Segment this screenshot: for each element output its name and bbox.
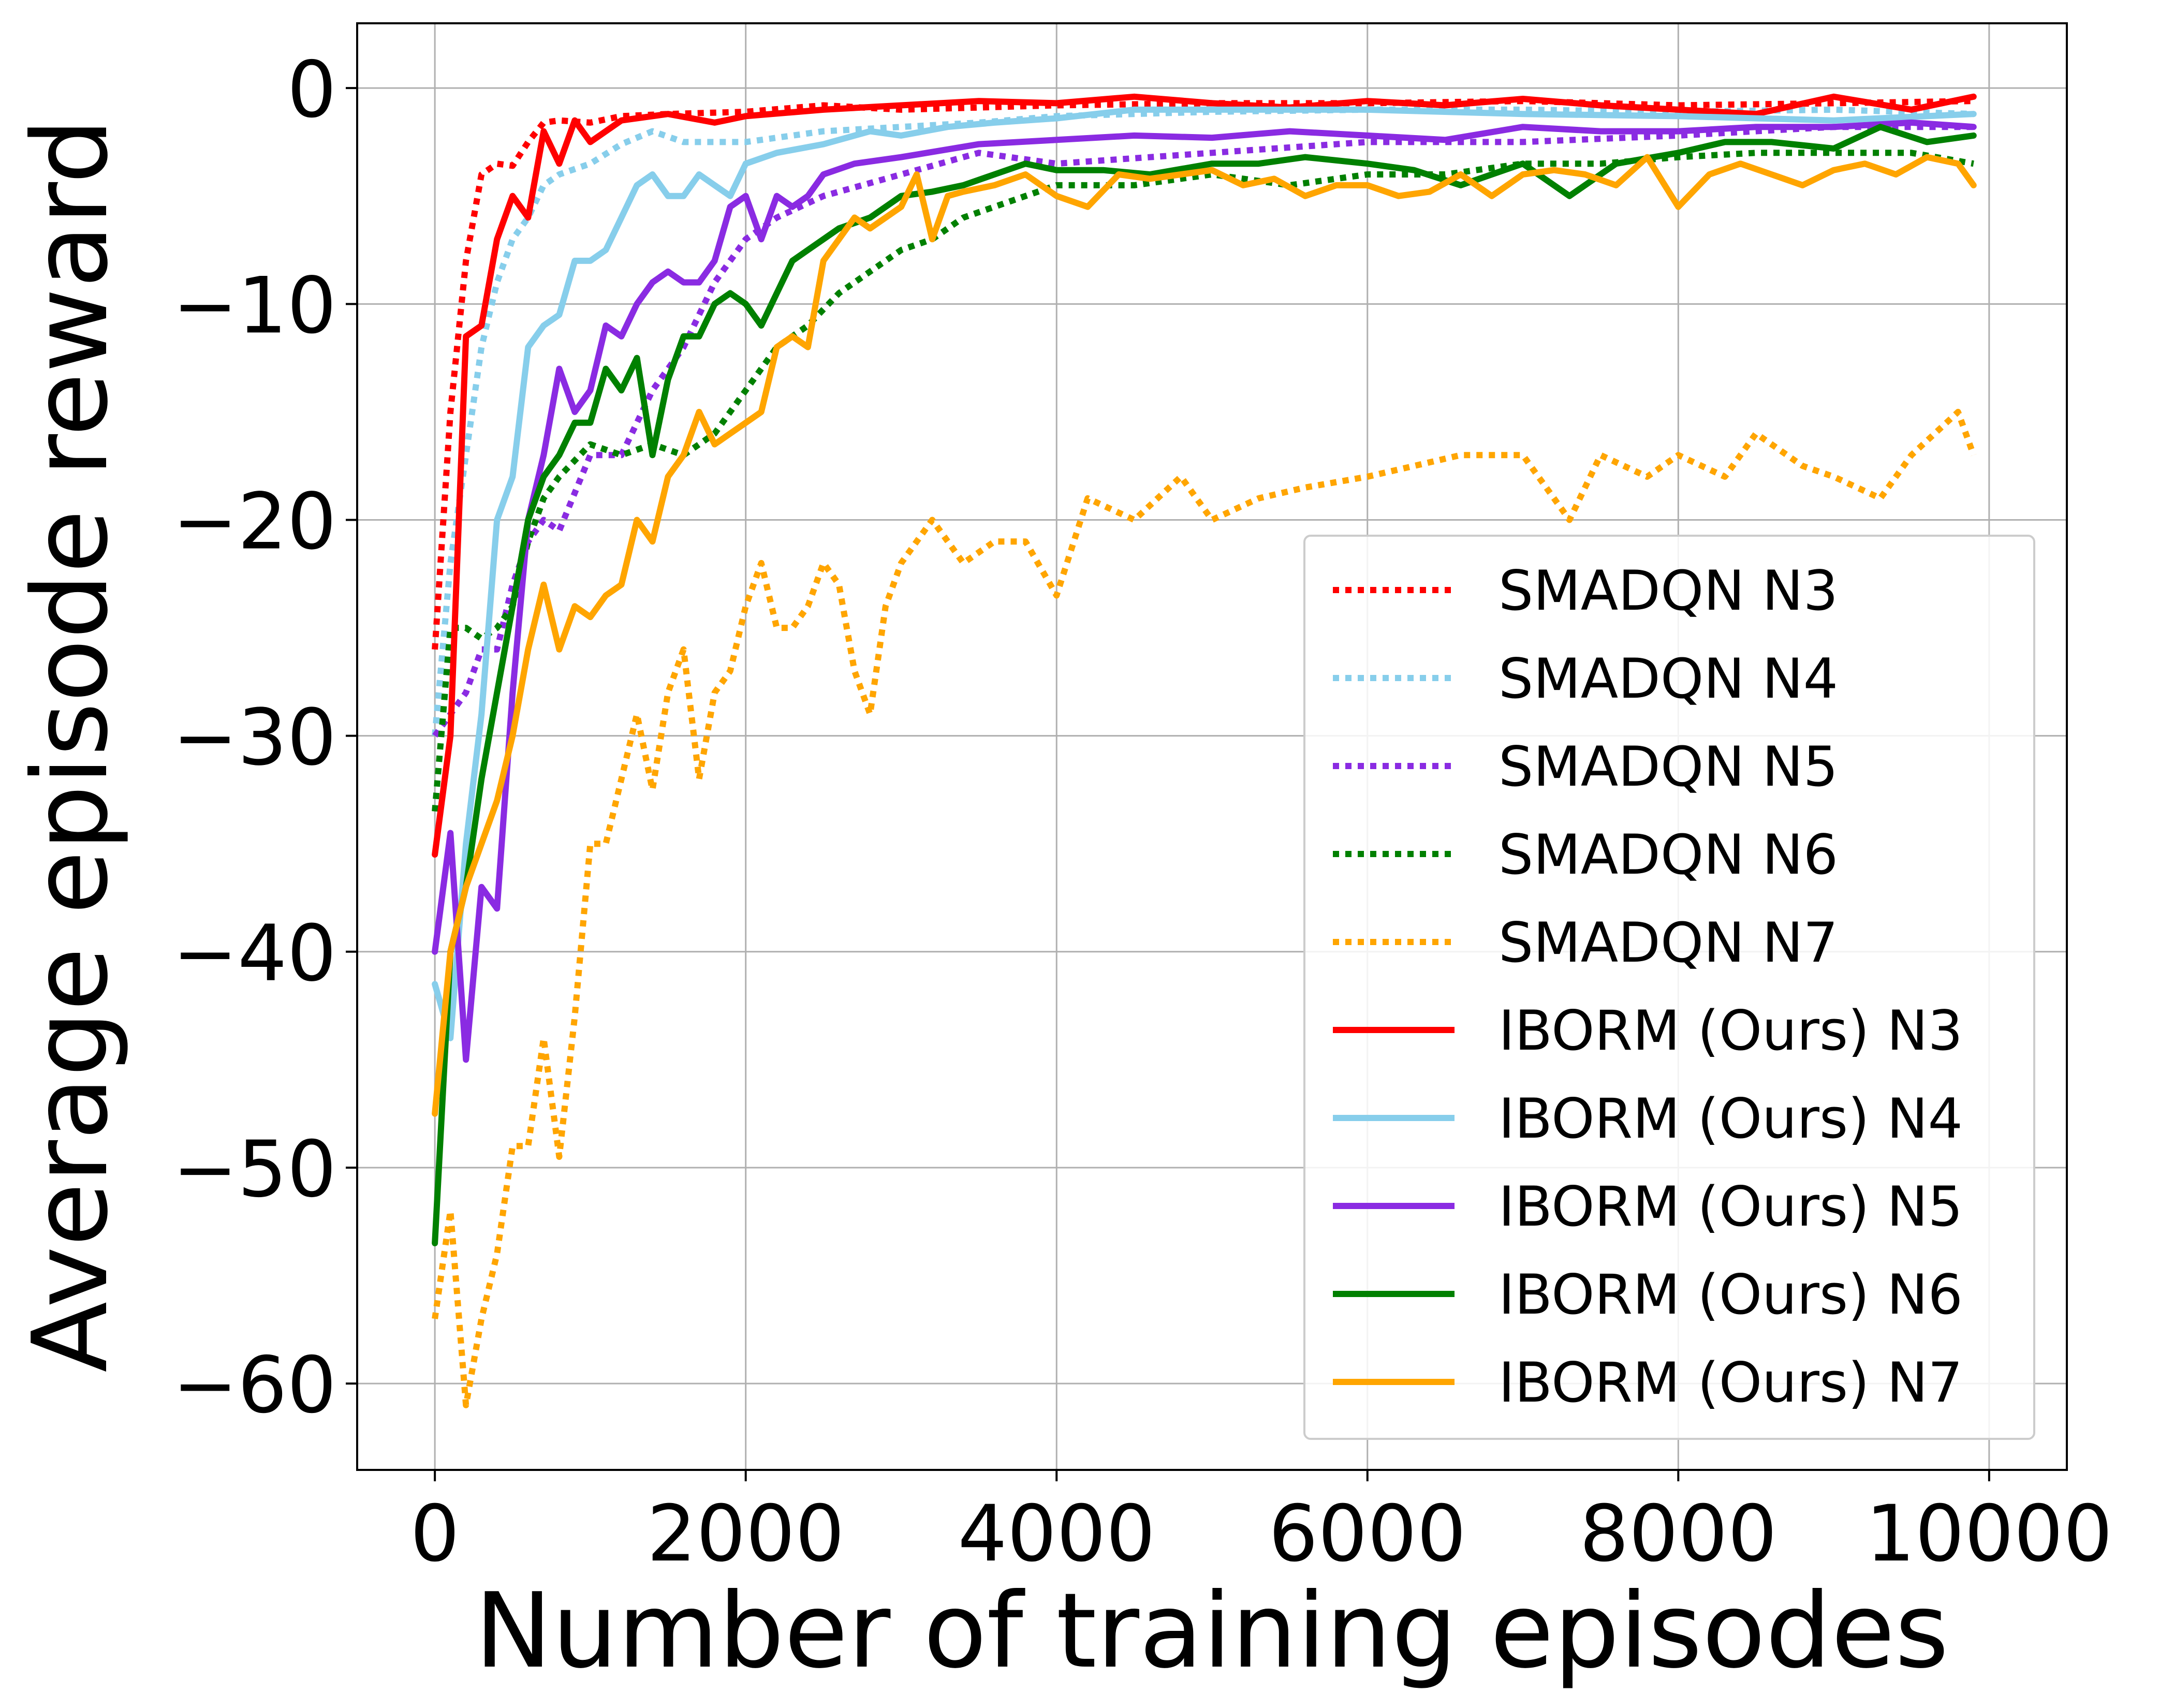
legend: SMADQN N3 SMADQN N4 SMADQN N5 SMADQN N6 SMAD…: [1303, 535, 2035, 1440]
series-line-iborm-ours-n4: [432, 106, 1977, 1041]
plot-frame: [356, 22, 2068, 1471]
x-tick-label: 8000: [1579, 1489, 1777, 1579]
axis-ticks: 0 2000 4000 6000 8000 10000 0 −10 −20 −30 −40 −50 −6…: [172, 45, 2112, 1579]
series-line-iborm-ours-n3: [432, 93, 1977, 858]
x-tick-label: 6000: [1269, 1489, 1466, 1579]
legend-label: IBORM (Ours) N7: [1499, 1351, 1963, 1415]
y-tick-label: −20: [172, 477, 336, 567]
series-line-iborm-ours-n5: [432, 119, 1977, 1063]
legend-label: IBORM (Ours) N4: [1499, 1087, 1963, 1151]
series-line-smadqn-n7: [432, 408, 1977, 1408]
series-lines: [432, 93, 1977, 1408]
y-tick-label: −40: [172, 909, 336, 999]
legend-entries: SMADQN N3 SMADQN N4 SMADQN N5 SMADQN N6 SMAD…: [1333, 559, 1963, 1415]
y-tick-label: −30: [172, 693, 336, 783]
series-line-iborm-ours-n7: [432, 154, 1977, 1117]
series-line-iborm-ours-n6: [432, 124, 1977, 1246]
legend-label: IBORM (Ours) N6: [1499, 1263, 1963, 1327]
series-line-smadqn-n5: [432, 124, 1974, 738]
x-tick-label: 10000: [1865, 1489, 2112, 1579]
x-tick-label: 0: [410, 1489, 459, 1579]
legend-label: SMADQN N7: [1499, 911, 1838, 975]
legend-label: SMADQN N5: [1499, 735, 1838, 799]
series-line-smadqn-n6: [432, 150, 1974, 812]
x-tick-label: 2000: [647, 1489, 845, 1579]
legend-box: [1303, 535, 2035, 1440]
legend-label: SMADQN N3: [1499, 559, 1838, 623]
y-tick-label: −10: [172, 261, 336, 351]
legend-label: IBORM (Ours) N3: [1499, 999, 1963, 1063]
legend-label: IBORM (Ours) N5: [1499, 1175, 1963, 1239]
y-tick-label: 0: [287, 45, 336, 135]
legend-label: SMADQN N4: [1499, 647, 1838, 711]
y-tick-label: −60: [172, 1341, 336, 1431]
y-axis-title: Average episode reward: [10, 118, 131, 1372]
legend-label: SMADQN N6: [1499, 823, 1838, 887]
x-tick-label: 4000: [958, 1489, 1155, 1579]
x-axis-title: Number of training episodes: [475, 1571, 1949, 1691]
y-tick-label: −50: [172, 1125, 336, 1215]
